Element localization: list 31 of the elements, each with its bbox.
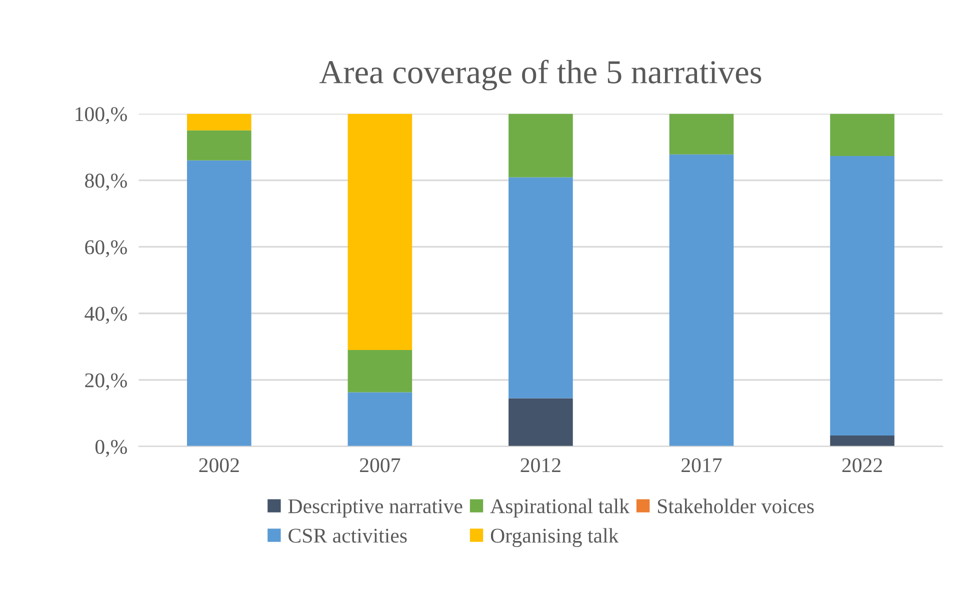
bar (348, 392, 412, 446)
x-tick-label: 2002 (199, 458, 239, 472)
y-tick-label: 40,% (84, 306, 127, 324)
bar (669, 114, 734, 154)
bar (830, 114, 894, 156)
bar (508, 114, 573, 178)
bar (669, 154, 734, 446)
x-tick-label: 2022 (842, 458, 882, 472)
bar (348, 114, 412, 350)
legend-label: Organising talk (490, 528, 619, 548)
bar (348, 350, 412, 392)
chart-title: Area coverage of the 5 narratives (319, 60, 762, 90)
x-tick-label: 2007 (360, 458, 400, 472)
bar (830, 436, 894, 446)
bar (508, 398, 573, 446)
legend-label: Stakeholder voices (658, 498, 814, 514)
y-tick-label: 100,% (76, 107, 127, 124)
legend-label: CSR activities (288, 528, 407, 543)
y-tick-label: 20,% (85, 373, 127, 390)
bar (830, 156, 894, 436)
y-tick-label: 80,% (85, 174, 127, 191)
legend-label: Aspirational talk (490, 498, 630, 518)
y-tick-label: 60,% (85, 240, 127, 258)
y-tick-label: 0,% (95, 440, 127, 457)
bar (187, 130, 252, 160)
x-tick-label: 2012 (520, 458, 560, 472)
bar (508, 177, 573, 398)
bar (187, 114, 252, 130)
legend-label: Descriptive narrative (288, 499, 462, 518)
x-tick-label: 2017 (682, 458, 722, 472)
bar (187, 160, 252, 446)
